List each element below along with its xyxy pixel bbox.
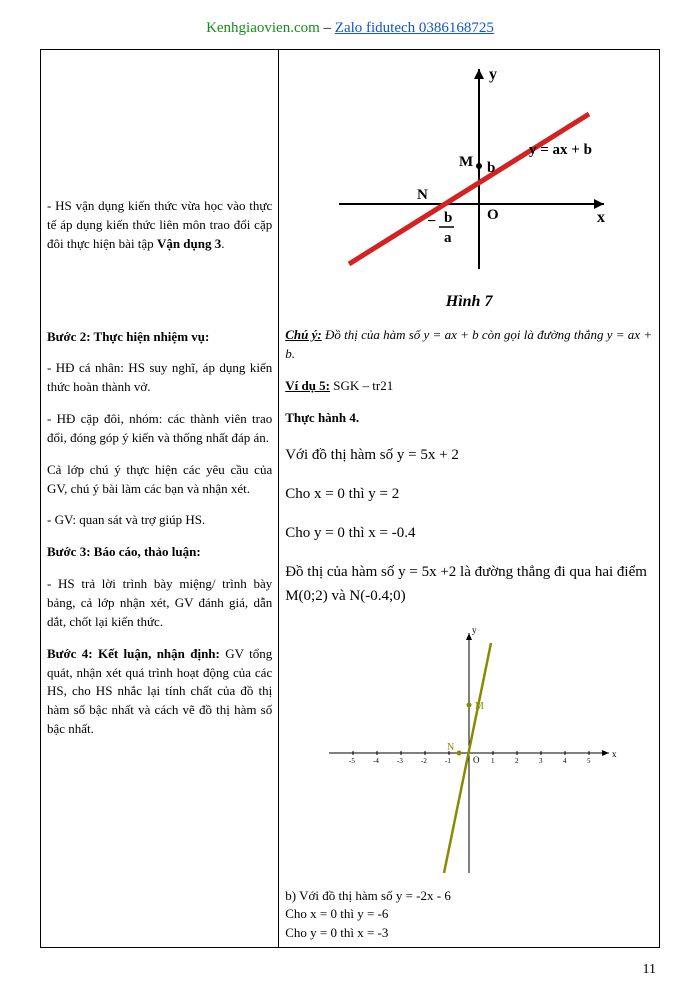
figure-7: y x O M b N y = ax + b − b a	[319, 54, 619, 284]
partb-3: Cho y = 0 thì x = -3	[285, 924, 653, 943]
step3-1: - HS trả lời trình bày miệng/ trình bày …	[47, 575, 272, 632]
svg-text:M: M	[475, 701, 484, 712]
note: Chú ý: Đồ thị của hàm số y = ax + b còn …	[285, 326, 653, 364]
vd5-label: Ví dụ 5:	[285, 378, 330, 393]
fig7-caption: Hình 7	[285, 290, 653, 313]
svg-text:−: −	[427, 213, 436, 230]
partb-2: Cho x = 0 thì y = -6	[285, 905, 653, 924]
svg-text:M: M	[459, 154, 473, 170]
r-line2: Cho x = 0 thì y = 2	[285, 482, 653, 506]
svg-text:-2: -2	[421, 757, 427, 765]
svg-text:4: 4	[563, 757, 567, 765]
svg-text:-4: -4	[373, 757, 379, 765]
header-zalo[interactable]: Zalo fidutech 0386168725	[335, 20, 494, 36]
content-table: - HS vận dụng kiến thức vừa học vào thực…	[40, 49, 660, 948]
svg-text:5: 5	[587, 757, 591, 765]
svg-text:N: N	[417, 187, 428, 203]
r-line4: Đồ thị của hàm số y = 5x +2 là đường thẳ…	[285, 560, 653, 608]
page-header: Kenhgiaovien.com – Zalo fidutech 0386168…	[40, 20, 660, 37]
svg-text:-3: -3	[397, 757, 403, 765]
svg-text:x: x	[612, 749, 617, 759]
step2-1: - HĐ cá nhân: HS suy nghĩ, áp dụng kiến …	[47, 359, 272, 397]
left-p1: - HS vận dụng kiến thức vừa học vào thực…	[47, 197, 272, 254]
step2-4: - GV: quan sát và trợ giúp HS.	[47, 511, 272, 530]
svg-text:y = ax + b: y = ax + b	[529, 142, 592, 158]
svg-text:x: x	[597, 209, 605, 226]
right-column: y x O M b N y = ax + b − b a	[279, 50, 660, 948]
svg-text:O: O	[473, 755, 480, 765]
page-number: 11	[40, 962, 660, 978]
step2-2: - HĐ cặp đôi, nhóm: các thành viên trao …	[47, 410, 272, 448]
svg-text:b: b	[487, 160, 495, 176]
note-text: Đồ thị của hàm số y = ax + b còn gọi là …	[285, 327, 652, 361]
left-p1-suf: .	[221, 236, 224, 251]
left-p1-bold: Vận dụng 3	[157, 236, 221, 251]
svg-text:O: O	[487, 207, 499, 223]
vd5-text: SGK – tr21	[330, 378, 393, 393]
svg-text:-1: -1	[445, 757, 451, 765]
step4: Bước 4: Kết luận, nhận định: GV tổng quá…	[47, 645, 272, 739]
partb-1: b) Với đồ thị hàm số y = -2x - 6	[285, 887, 653, 906]
svg-text:3: 3	[539, 757, 543, 765]
left-column: - HS vận dụng kiến thức vừa học vào thực…	[41, 50, 279, 948]
svg-text:y: y	[472, 625, 477, 635]
svg-text:a: a	[444, 230, 452, 246]
svg-text:1: 1	[491, 757, 495, 765]
step2-3: Cả lớp chú ý thực hiện các yêu cầu của G…	[47, 461, 272, 499]
step3-title: Bước 3: Báo cáo, thảo luận:	[47, 543, 272, 562]
step2-title: Bước 2: Thực hiện nhiệm vụ:	[47, 328, 272, 347]
svg-text:b: b	[444, 210, 452, 226]
r-line1: Với đồ thị hàm số y = 5x + 2	[285, 443, 653, 467]
th4-title: Thực hành 4.	[285, 409, 653, 428]
svg-text:y: y	[489, 66, 497, 83]
header-site: Kenhgiaovien.com	[206, 20, 320, 36]
svg-text:2: 2	[515, 757, 519, 765]
r-line3: Cho y = 0 thì x = -0.4	[285, 521, 653, 545]
svg-text:N: N	[447, 742, 454, 753]
vd5: Ví dụ 5: SGK – tr21	[285, 377, 653, 396]
svg-text:-5: -5	[349, 757, 355, 765]
note-label: Chú ý:	[285, 327, 321, 342]
figure-graph2: x y O -5 -4 -3 -2 -1 1 2 3 4 5 M	[319, 623, 619, 883]
header-sep: –	[320, 20, 335, 36]
step4-bold: Bước 4: Kết luận, nhận định:	[47, 646, 220, 661]
